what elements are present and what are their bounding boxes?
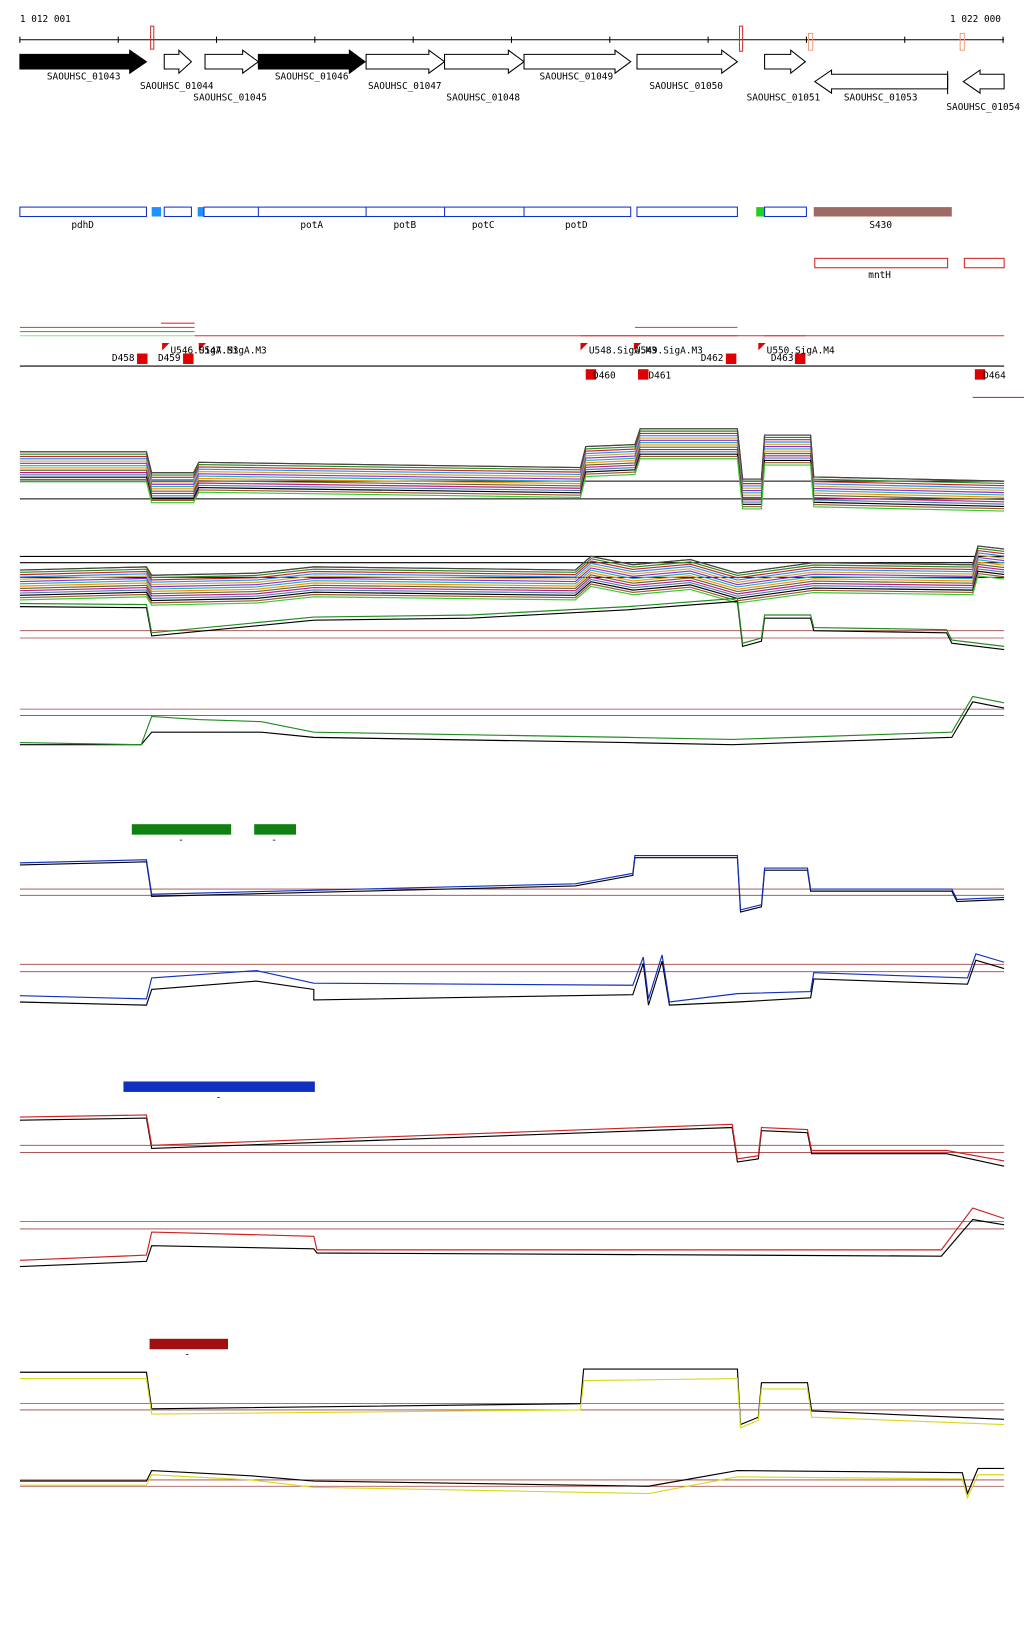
trace-bundle xyxy=(19,444,1005,498)
trace-bundle xyxy=(19,446,1005,501)
trace-bundle xyxy=(19,556,1005,588)
trace-bundle xyxy=(19,428,1005,482)
feature-boxes xyxy=(19,206,1005,269)
feature-label: potC xyxy=(472,220,495,231)
trace-bundle xyxy=(19,437,1005,491)
trace-bundle xyxy=(19,575,1005,606)
trace-bundle xyxy=(19,570,1005,602)
gene-label: SAOUHSC_01046 xyxy=(275,71,349,82)
condition-bar xyxy=(254,824,297,835)
ruler-start: 1 012 001 xyxy=(20,14,71,25)
condition-bar xyxy=(131,824,232,835)
trace-bundle xyxy=(19,439,1005,494)
feature-label: potA xyxy=(300,220,323,231)
feature-label: mntH xyxy=(868,270,891,281)
gene-arrows xyxy=(19,49,1005,95)
trace-bundle xyxy=(19,545,1005,576)
reference-lines xyxy=(19,630,1005,1487)
condition-bar xyxy=(123,1081,315,1092)
trace-bundle xyxy=(19,545,1005,576)
feature-label: pdhD xyxy=(71,220,94,231)
site-label: D464 xyxy=(983,371,1006,382)
site-label: D462 xyxy=(701,353,724,364)
ruler-marks xyxy=(150,25,965,52)
trace-bundle xyxy=(19,552,1005,583)
trace-bundle xyxy=(19,451,1005,505)
trace-bundle xyxy=(19,458,1005,512)
trace-bundle xyxy=(19,568,1005,599)
trace-bundle xyxy=(19,559,1005,590)
gene-label: SAOUHSC_01050 xyxy=(649,81,723,92)
site-label: D463 xyxy=(771,353,794,364)
bar-label: - xyxy=(178,835,184,846)
bar-label: - xyxy=(271,835,277,846)
trace-bundle xyxy=(19,455,1005,510)
gene-label: SAOUHSC_01045 xyxy=(193,92,267,103)
trace-bundle xyxy=(19,453,1005,508)
site-label: U546.SigA.M3 xyxy=(171,346,239,357)
traces xyxy=(19,597,1005,1500)
bar-label: - xyxy=(184,1350,190,1361)
site-label: D459 xyxy=(158,353,181,364)
trace-bundle xyxy=(19,448,1005,503)
trace-bundle xyxy=(19,430,1005,484)
trace-bundle xyxy=(19,435,1005,489)
site-label: U550.SigA.M4 xyxy=(767,346,835,357)
feature-label: potD xyxy=(565,220,588,231)
trace-bundle xyxy=(19,547,1005,579)
bar-label: - xyxy=(216,1092,222,1103)
site-label: U548.SigA.M3 xyxy=(589,346,657,357)
feature-label: S430 xyxy=(869,220,892,231)
gene-label: SAOUHSC_01047 xyxy=(368,81,442,92)
gene-label: SAOUHSC_01053 xyxy=(844,92,918,103)
gene-label: SAOUHSC_01054 xyxy=(946,102,1020,113)
ruler-ticks xyxy=(19,36,1004,43)
trace-bundle xyxy=(19,442,1005,496)
site-label: D461 xyxy=(648,371,671,382)
trace-bundle xyxy=(19,554,1005,586)
site-label: U549.SigA.M3 xyxy=(635,346,703,357)
site-track xyxy=(19,322,1024,398)
gene-label: SAOUHSC_01049 xyxy=(540,71,614,82)
site-label: D458 xyxy=(112,353,135,364)
site-label: U547.SigA.M3 xyxy=(199,346,267,357)
trace-bundle xyxy=(19,432,1005,487)
ruler-end: 1 022 000 xyxy=(950,14,1001,25)
trace-bundle xyxy=(19,561,1005,592)
site-label: D460 xyxy=(593,371,616,382)
trace-bundle xyxy=(19,549,1005,581)
condition-bar xyxy=(149,1338,229,1350)
gene-label: SAOUHSC_01044 xyxy=(140,81,214,92)
feature-label: potB xyxy=(393,220,416,231)
trace-bundle xyxy=(19,566,1005,597)
gene-label: SAOUHSC_01051 xyxy=(747,92,821,103)
trace-bundle xyxy=(19,563,1005,595)
trace-bundle xyxy=(19,572,1005,604)
gene-label: SAOUHSC_01048 xyxy=(446,92,520,103)
gene-label: SAOUHSC_01043 xyxy=(47,71,121,82)
